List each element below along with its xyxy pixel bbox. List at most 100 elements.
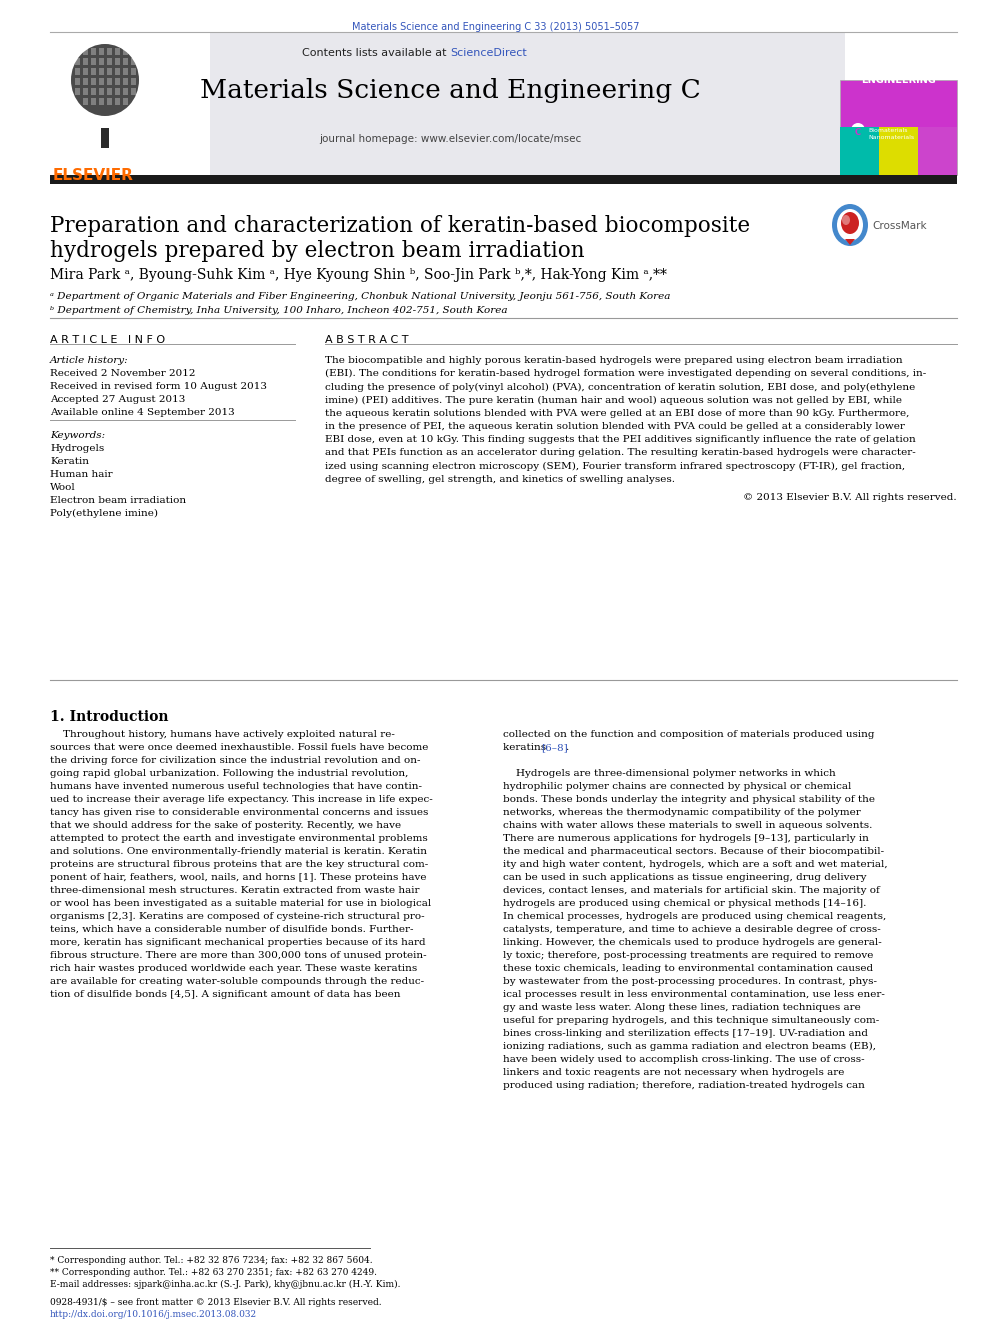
Text: In chemical processes, hydrogels are produced using chemical reagents,: In chemical processes, hydrogels are pro… — [503, 912, 886, 921]
Text: gy and waste less water. Along these lines, radiation techniques are: gy and waste less water. Along these lin… — [503, 1003, 861, 1012]
Text: Received 2 November 2012: Received 2 November 2012 — [50, 369, 195, 378]
Text: ly toxic; therefore, post-processing treatments are required to remove: ly toxic; therefore, post-processing tre… — [503, 951, 873, 960]
Text: degree of swelling, gel strength, and kinetics of swelling analyses.: degree of swelling, gel strength, and ki… — [325, 475, 675, 484]
Text: cluding the presence of poly(vinyl alcohol) (PVA), concentration of keratin solu: cluding the presence of poly(vinyl alcoh… — [325, 382, 916, 392]
Bar — [50, 175, 957, 184]
Bar — [91, 58, 96, 65]
Bar — [83, 48, 88, 56]
Bar — [131, 78, 136, 85]
Text: catalysts, temperature, and time to achieve a desirable degree of cross-: catalysts, temperature, and time to achi… — [503, 925, 881, 934]
Text: Article history:: Article history: — [50, 356, 129, 365]
Text: [6–8]: [6–8] — [541, 744, 567, 751]
Text: in the presence of PEI, the aqueous keratin solution blended with PVA could be g: in the presence of PEI, the aqueous kera… — [325, 422, 905, 431]
Text: Received in revised form 10 August 2013: Received in revised form 10 August 2013 — [50, 382, 267, 392]
Ellipse shape — [851, 123, 865, 138]
Text: E-mail addresses: sjpark@inha.ac.kr (S.-J. Park), khy@jbnu.ac.kr (H.-Y. Kim).: E-mail addresses: sjpark@inha.ac.kr (S.-… — [50, 1279, 401, 1289]
Text: bonds. These bonds underlay the integrity and physical stability of the: bonds. These bonds underlay the integrit… — [503, 795, 875, 804]
Text: have been widely used to accomplish cross-linking. The use of cross-: have been widely used to accomplish cros… — [503, 1054, 865, 1064]
Bar — [99, 58, 104, 65]
Ellipse shape — [842, 216, 850, 225]
Text: bines cross-linking and sterilization effects [17–19]. UV-radiation and: bines cross-linking and sterilization ef… — [503, 1029, 868, 1039]
Bar — [75, 89, 80, 95]
Text: ELSEVIER: ELSEVIER — [53, 168, 134, 183]
Bar — [91, 78, 96, 85]
Ellipse shape — [71, 44, 139, 116]
Text: A R T I C L E   I N F O: A R T I C L E I N F O — [50, 335, 165, 345]
Text: Hydrogels: Hydrogels — [50, 445, 104, 452]
Text: going rapid global urbanization. Following the industrial revolution,: going rapid global urbanization. Followi… — [50, 769, 409, 778]
Text: ued to increase their average life expectancy. This increase in life expec-: ued to increase their average life expec… — [50, 795, 433, 804]
Bar — [840, 127, 879, 175]
Bar — [83, 78, 88, 85]
Bar — [83, 67, 88, 75]
Bar — [115, 48, 120, 56]
Bar — [99, 48, 104, 56]
Text: rich hair wastes produced worldwide each year. These waste keratins: rich hair wastes produced worldwide each… — [50, 964, 418, 972]
Bar — [115, 58, 120, 65]
Text: ity and high water content, hydrogels, which are a soft and wet material,: ity and high water content, hydrogels, w… — [503, 860, 888, 869]
Text: the aqueous keratin solutions blended with PVA were gelled at an EBI dose of mor: the aqueous keratin solutions blended wi… — [325, 409, 910, 418]
Bar — [840, 163, 957, 175]
Bar — [107, 78, 112, 85]
Polygon shape — [845, 239, 855, 245]
Text: Accepted 27 August 2013: Accepted 27 August 2013 — [50, 396, 186, 404]
Bar — [131, 58, 136, 65]
Text: Materials Science and Engineering C: Materials Science and Engineering C — [199, 78, 700, 103]
Bar — [99, 89, 104, 95]
Text: Electron beam irradiation: Electron beam irradiation — [50, 496, 186, 505]
Text: the driving force for civilization since the industrial revolution and on-: the driving force for civilization since… — [50, 755, 421, 765]
Text: by wastewater from the post-processing procedures. In contrast, phys-: by wastewater from the post-processing p… — [503, 976, 877, 986]
Text: chains with water allows these materials to swell in aqueous solvents.: chains with water allows these materials… — [503, 822, 872, 830]
Bar — [91, 89, 96, 95]
Text: Preparation and characterization of keratin-based biocomposite: Preparation and characterization of kera… — [50, 216, 750, 237]
Text: MATERIALS
SCIENCE &
ENGINEERING: MATERIALS SCIENCE & ENGINEERING — [861, 52, 935, 85]
Bar — [99, 78, 104, 85]
Bar — [83, 89, 88, 95]
Text: ** Corresponding author. Tel.: +82 63 270 2351; fax: +82 63 270 4249.: ** Corresponding author. Tel.: +82 63 27… — [50, 1267, 377, 1277]
Text: The biocompatible and highly porous keratin-based hydrogels were prepared using : The biocompatible and highly porous kera… — [325, 356, 903, 365]
Text: tancy has given rise to considerable environmental concerns and issues: tancy has given rise to considerable env… — [50, 808, 429, 818]
Text: useful for preparing hydrogels, and this technique simultaneously com-: useful for preparing hydrogels, and this… — [503, 1016, 879, 1025]
Text: * Corresponding author. Tel.: +82 32 876 7234; fax: +82 32 867 5604.: * Corresponding author. Tel.: +82 32 876… — [50, 1256, 373, 1265]
Bar — [107, 67, 112, 75]
Text: ᵇ Department of Chemistry, Inha University, 100 Inharo, Incheon 402-751, South K: ᵇ Department of Chemistry, Inha Universi… — [50, 306, 508, 315]
Text: fibrous structure. There are more than 300,000 tons of unused protein-: fibrous structure. There are more than 3… — [50, 951, 427, 960]
Text: hydrophilic polymer chains are connected by physical or chemical: hydrophilic polymer chains are connected… — [503, 782, 851, 791]
Text: http://dx.doi.org/10.1016/j.msec.2013.08.032: http://dx.doi.org/10.1016/j.msec.2013.08… — [50, 1310, 257, 1319]
Text: Hydrogels are three-dimensional polymer networks in which: Hydrogels are three-dimensional polymer … — [503, 769, 835, 778]
Text: devices, contact lenses, and materials for artificial skin. The majority of: devices, contact lenses, and materials f… — [503, 886, 880, 894]
Text: A B S T R A C T: A B S T R A C T — [325, 335, 409, 345]
Text: Mira Park ᵃ, Byoung-Suhk Kim ᵃ, Hye Kyoung Shin ᵇ, Soo-Jin Park ᵇ,*, Hak-Yong Ki: Mira Park ᵃ, Byoung-Suhk Kim ᵃ, Hye Kyou… — [50, 269, 667, 282]
Text: proteins are structural fibrous proteins that are the key structural com-: proteins are structural fibrous proteins… — [50, 860, 429, 869]
Bar — [115, 98, 120, 105]
Text: Human hair: Human hair — [50, 470, 113, 479]
Text: or wool has been investigated as a suitable material for use in biological: or wool has been investigated as a suita… — [50, 900, 432, 908]
Bar — [50, 32, 845, 175]
Bar — [83, 58, 88, 65]
Text: 1. Introduction: 1. Introduction — [50, 710, 169, 724]
Text: collected on the function and composition of materials produced using: collected on the function and compositio… — [503, 730, 875, 740]
Text: three-dimensional mesh structures. Keratin extracted from waste hair: three-dimensional mesh structures. Kerat… — [50, 886, 420, 894]
Text: ᵃ Department of Organic Materials and Fiber Engineering, Chonbuk National Univer: ᵃ Department of Organic Materials and Fi… — [50, 292, 671, 302]
Bar — [91, 67, 96, 75]
Bar — [107, 58, 112, 65]
Text: humans have invented numerous useful technologies that have contin-: humans have invented numerous useful tec… — [50, 782, 422, 791]
Text: teins, which have a considerable number of disulfide bonds. Further-: teins, which have a considerable number … — [50, 925, 414, 934]
Text: Biomaterials: Biomaterials — [868, 128, 908, 134]
Bar — [99, 67, 104, 75]
Bar — [99, 98, 104, 105]
Text: ionizing radiations, such as gamma radiation and electron beams (EB),: ionizing radiations, such as gamma radia… — [503, 1043, 876, 1052]
Text: are available for creating water-soluble compounds through the reduc-: are available for creating water-soluble… — [50, 976, 425, 986]
Text: There are numerous applications for hydrogels [9–13], particularly in: There are numerous applications for hydr… — [503, 833, 869, 843]
Bar — [101, 128, 109, 148]
Text: can be used in such applications as tissue engineering, drug delivery: can be used in such applications as tiss… — [503, 873, 866, 882]
Text: (EBI). The conditions for keratin-based hydrogel formation were investigated dep: (EBI). The conditions for keratin-based … — [325, 369, 927, 378]
Text: Materials Science and Engineering C 33 (2013) 5051–5057: Materials Science and Engineering C 33 (… — [352, 22, 640, 32]
Text: imine) (PEI) additives. The pure keratin (human hair and wool) aqueous solution : imine) (PEI) additives. The pure keratin… — [325, 396, 902, 405]
Text: .: . — [565, 744, 568, 751]
Bar — [91, 48, 96, 56]
Bar — [123, 78, 128, 85]
Ellipse shape — [837, 209, 863, 241]
Text: networks, whereas the thermodynamic compatibility of the polymer: networks, whereas the thermodynamic comp… — [503, 808, 861, 818]
Text: ponent of hair, feathers, wool, nails, and horns [1]. These proteins have: ponent of hair, feathers, wool, nails, a… — [50, 873, 427, 882]
